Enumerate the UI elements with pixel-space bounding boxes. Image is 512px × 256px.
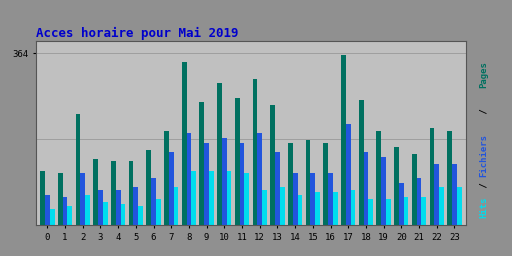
Bar (381, 157, 386, 225)
Bar (364, 152, 368, 225)
Text: Hits: Hits (479, 196, 488, 218)
Bar (297, 195, 302, 225)
Bar (156, 199, 161, 225)
Bar (138, 206, 143, 225)
Bar (134, 187, 138, 225)
Bar (310, 173, 315, 225)
Bar (235, 98, 240, 225)
Bar (434, 164, 439, 225)
Text: /: / (479, 177, 488, 193)
Bar (244, 173, 249, 225)
Bar (76, 114, 80, 225)
Text: Pages: Pages (479, 61, 488, 88)
Bar (40, 171, 45, 225)
Bar (217, 83, 222, 225)
Bar (324, 143, 328, 225)
Bar (280, 187, 285, 225)
Bar (93, 159, 98, 225)
Bar (351, 190, 355, 225)
Bar (209, 171, 214, 225)
Bar (288, 143, 293, 225)
Bar (200, 102, 204, 225)
Bar (386, 199, 391, 225)
Bar (430, 129, 434, 225)
Bar (399, 183, 403, 225)
Bar (164, 131, 169, 225)
Bar (412, 154, 417, 225)
Bar (262, 190, 267, 225)
Bar (120, 204, 125, 225)
Bar (45, 195, 50, 225)
Text: /: / (479, 103, 488, 119)
Bar (376, 131, 381, 225)
Bar (394, 147, 399, 225)
Bar (204, 143, 209, 225)
Bar (457, 187, 462, 225)
Bar (315, 192, 320, 225)
Bar (182, 62, 186, 225)
Bar (103, 202, 108, 225)
Bar (186, 133, 191, 225)
Bar (111, 162, 116, 225)
Bar (359, 100, 364, 225)
Bar (191, 171, 196, 225)
Bar (346, 124, 351, 225)
Bar (169, 152, 174, 225)
Text: Fichiers: Fichiers (479, 134, 488, 177)
Bar (270, 105, 275, 225)
Bar (252, 79, 258, 225)
Bar (258, 133, 262, 225)
Bar (146, 150, 151, 225)
Text: Acces horaire pour Mai 2019: Acces horaire pour Mai 2019 (36, 27, 239, 40)
Bar (85, 195, 90, 225)
Bar (50, 209, 54, 225)
Bar (58, 173, 62, 225)
Bar (439, 187, 444, 225)
Bar (403, 197, 409, 225)
Bar (174, 187, 178, 225)
Bar (151, 178, 156, 225)
Bar (368, 199, 373, 225)
Bar (129, 162, 134, 225)
Bar (222, 138, 227, 225)
Bar (68, 206, 72, 225)
Bar (80, 173, 85, 225)
Bar (452, 164, 457, 225)
Bar (240, 143, 244, 225)
Bar (447, 131, 452, 225)
Bar (306, 140, 310, 225)
Bar (341, 55, 346, 225)
Bar (62, 197, 68, 225)
Bar (328, 173, 333, 225)
Bar (116, 190, 120, 225)
Bar (293, 173, 297, 225)
Bar (98, 190, 103, 225)
Bar (421, 197, 426, 225)
Bar (227, 171, 231, 225)
Bar (333, 192, 338, 225)
Bar (275, 152, 280, 225)
Bar (417, 178, 421, 225)
